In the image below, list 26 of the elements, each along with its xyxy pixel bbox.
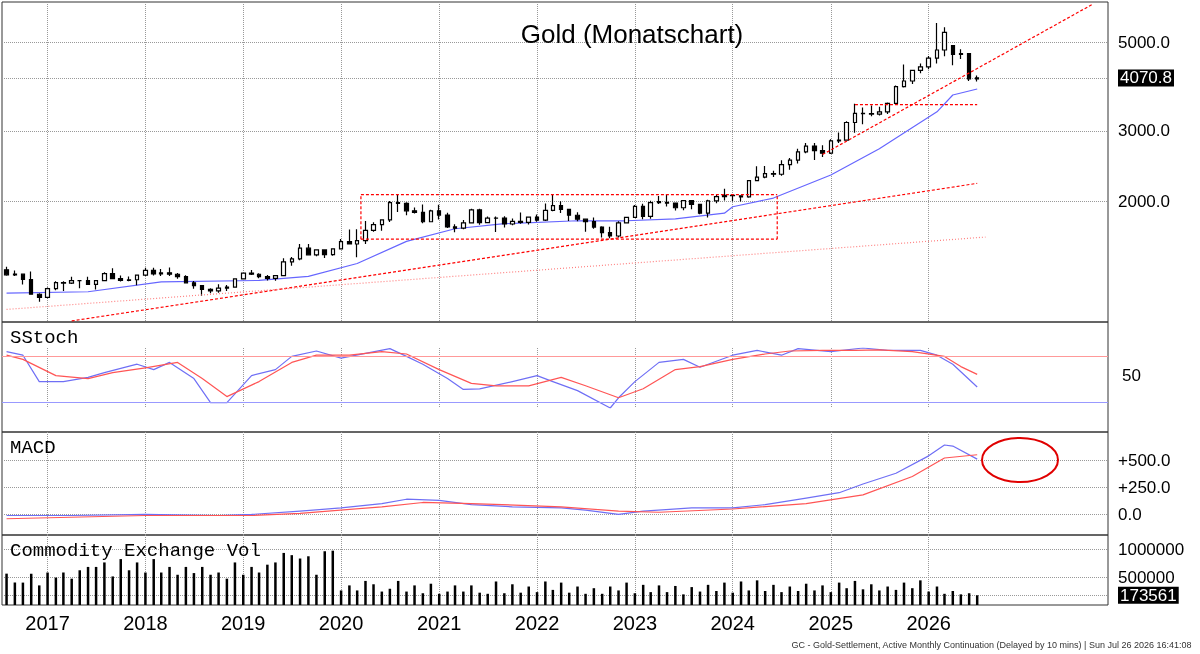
y-tick-label: 3000.0 [1118,121,1170,141]
x-tick-label: 2020 [318,612,364,634]
y-tick-label: 2000.0 [1118,191,1170,211]
x-tick-label: 2026 [906,612,951,634]
y-tick-label: +500.0 [1118,450,1171,470]
y-tick-label: +250.0 [1118,477,1171,497]
x-tick-label: 2019 [221,612,266,634]
text: GC - Gold-Settlement, Active Monthly Continuation (Delayed by 10 mins) | Sun Jul 26 2026 16:41:08 [791,639,1192,650]
text: Gold (Monatschart) [520,19,744,49]
x-tick-label: 2025 [808,612,854,634]
x-tick-label: 2022 [514,612,560,634]
x-tick-label: 2023 [612,612,658,634]
y-tick-label: 173561 [1120,585,1177,605]
text: 50 [1122,366,1141,385]
y-tick-label: 5000.0 [1118,32,1170,52]
x-tick-label: 2018 [123,612,168,634]
x-tick-label: 2017 [25,612,70,634]
chart-title: Commodity Exchange Vol [10,539,261,562]
chart-title: SStoch [10,326,79,349]
y-tick-label: 500000 [1118,567,1175,587]
y-tick-label: 4070.8 [1120,68,1172,88]
y-tick-label: 0.0 [1118,504,1142,524]
x-tick-label: 2024 [710,612,755,634]
x-tick-label: 2021 [416,612,462,634]
chart-title: MACD [10,436,56,459]
y-tick-label: 1000000 [1118,539,1185,559]
